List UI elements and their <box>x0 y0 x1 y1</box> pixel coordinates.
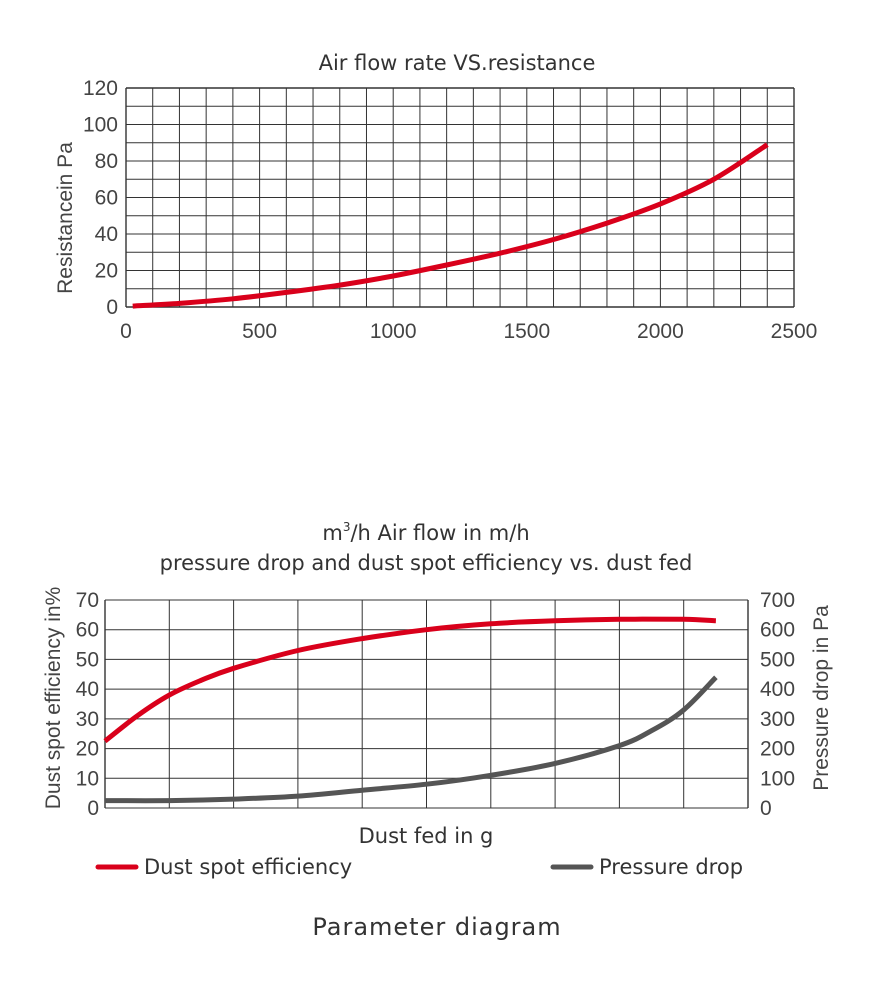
y-tick-label-left: 60 <box>76 619 99 642</box>
y-tick-label-left: 10 <box>76 767 99 790</box>
chart1-grid <box>125 87 795 308</box>
chart1-x-ticks: 0 500 1000 1500 2000 2500 <box>120 320 817 343</box>
chart2-y-axis-label-left: Dust spot efficiency in% <box>42 587 65 810</box>
x-unit-m: m <box>322 521 342 545</box>
x-tick-label: 1000 <box>370 320 417 343</box>
y-tick-label-right: 400 <box>760 678 795 701</box>
chart2-title: pressure drop and dust spot efficiency v… <box>160 551 693 575</box>
chart2-legend: Dust spot efficiency Pressure drop <box>95 855 743 879</box>
y-tick-label: 60 <box>95 187 118 210</box>
y-tick-label-right: 500 <box>760 648 795 671</box>
x-unit-rest: /h Air flow in m/h <box>350 521 529 545</box>
x-tick-label: 500 <box>242 320 277 343</box>
y-tick-label-left: 70 <box>76 589 99 612</box>
chart1-y-axis-label: Resistancein Pa <box>54 142 77 294</box>
chart2-y-axis-label-right: Pressure drop in Pa <box>810 605 833 791</box>
legend-label-efficiency: Dust spot efficiency <box>144 855 352 879</box>
chart2-grid <box>104 599 749 809</box>
series-line-pressure-drop <box>104 675 718 804</box>
y-tick-label: 20 <box>95 260 118 283</box>
chart1-series <box>132 142 769 309</box>
chart1-title: Air flow rate VS.resistance <box>319 51 596 75</box>
chart2-y-ticks-right: 0 100 200 300 400 500 600 700 <box>760 589 795 820</box>
x-unit-sup: 3 <box>343 520 351 534</box>
x-tick-label: 2000 <box>637 320 684 343</box>
y-tick-label-left: 40 <box>76 678 99 701</box>
y-tick-label: 120 <box>83 77 118 100</box>
diagram-caption: Parameter diagram <box>312 913 561 941</box>
chart1-y-ticks: 0 20 40 60 80 100 120 <box>83 77 118 319</box>
y-tick-label-left: 50 <box>76 648 99 671</box>
y-tick-label-right: 600 <box>760 619 795 642</box>
y-tick-label: 80 <box>95 150 118 173</box>
chart-dust-fed: m3/h Air flow in m/h pressure drop and d… <box>42 520 833 879</box>
x-tick-label: 1500 <box>503 320 550 343</box>
y-tick-label-right: 100 <box>760 767 795 790</box>
y-tick-label-left: 20 <box>76 738 99 761</box>
y-tick-label-right: 0 <box>760 797 772 820</box>
x-tick-label: 2500 <box>771 320 818 343</box>
y-tick-label: 100 <box>83 114 118 137</box>
y-tick-label-left: 30 <box>76 708 99 731</box>
y-tick-label: 0 <box>106 296 118 319</box>
chart2-series <box>103 616 718 804</box>
chart2-x-axis-label: Dust fed in g <box>359 824 494 848</box>
y-tick-label: 40 <box>95 223 118 246</box>
legend-label-pressure: Pressure drop <box>599 855 743 879</box>
chart2-y-ticks-left: 0 10 20 30 40 50 60 70 <box>76 589 99 820</box>
y-tick-label-left: 0 <box>87 797 99 820</box>
series-line-resistance <box>132 142 769 309</box>
y-tick-label-right: 200 <box>760 738 795 761</box>
y-tick-label-right: 700 <box>760 589 795 612</box>
x-tick-label: 0 <box>120 320 132 343</box>
chart1-x-axis-label: m3/h Air flow in m/h <box>322 520 529 545</box>
y-tick-label-right: 300 <box>760 708 795 731</box>
series-line-dust-spot-efficiency <box>103 616 717 744</box>
chart-airflow-resistance: Air flow rate VS.resistance 0 20 40 60 80 100… <box>54 51 817 343</box>
